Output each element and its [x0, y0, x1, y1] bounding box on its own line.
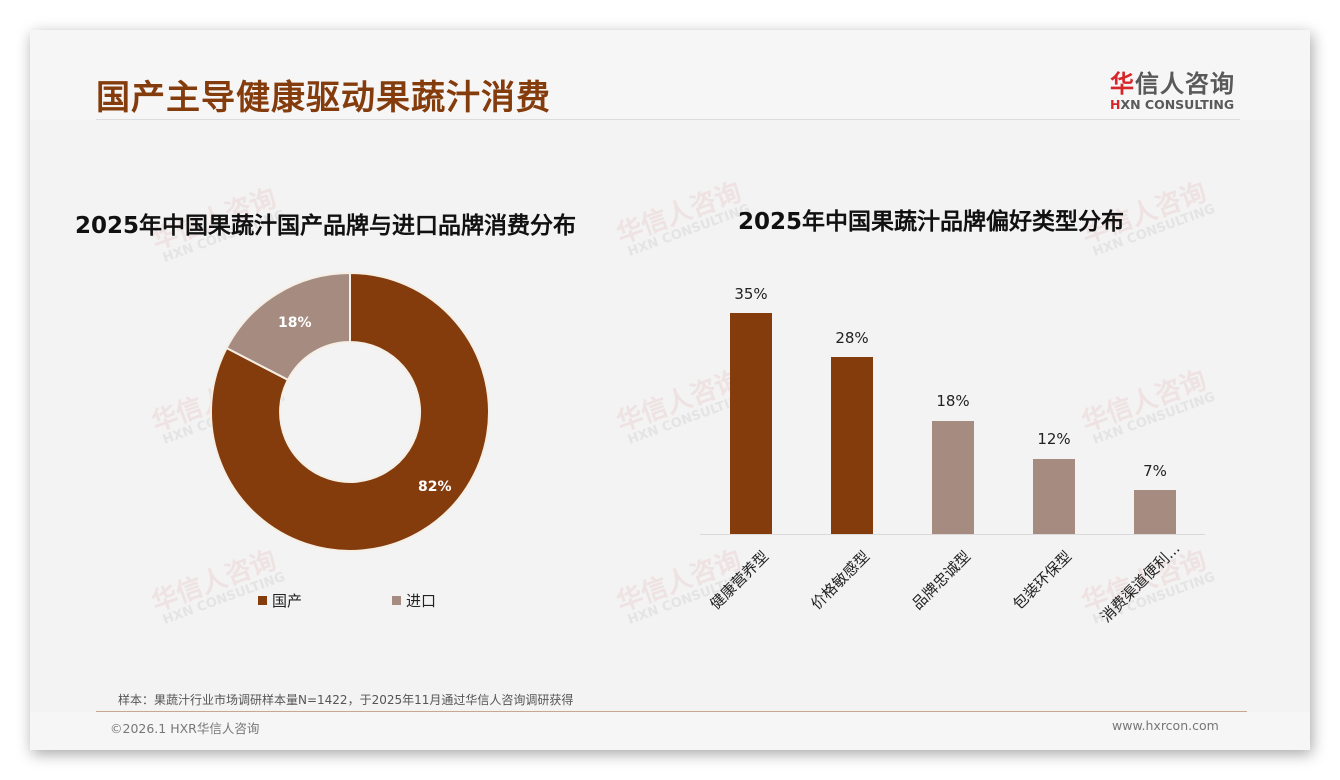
donut-chart: 82% 18%: [200, 262, 500, 562]
bar-chart-title: 2025年中国果蔬汁品牌偏好类型分布: [738, 209, 1125, 235]
bar-channel-convenience[interactable]: [1134, 490, 1176, 534]
bar-eco-packaging[interactable]: [1033, 459, 1075, 534]
legend-swatch-icon: [392, 596, 401, 605]
legend-swatch-icon: [258, 596, 267, 605]
legend-item-import[interactable]: 进口: [392, 590, 526, 611]
donut-legend: 国产 进口: [258, 590, 526, 611]
page-title: 国产主导健康驱动果蔬汁消费: [96, 78, 551, 118]
x-axis-label: 价格敏感型: [807, 547, 874, 614]
header-band: [30, 30, 1310, 120]
bar-value-label: 35%: [734, 285, 768, 303]
logo-cn: 华信人咨询: [1110, 70, 1235, 98]
legend-item-domestic[interactable]: 国产: [258, 590, 392, 611]
bar-health-nutrition[interactable]: [730, 313, 772, 534]
donut-svg: [210, 271, 490, 552]
footer-band: [30, 712, 1310, 750]
slide: 华信人咨询 HXN CONSULTING 华信人咨询 HXN CONSULTING …: [30, 30, 1310, 750]
donut-label-import: 18%: [278, 315, 312, 331]
donut-slice-domestic[interactable]: [210, 271, 490, 552]
copyright: ©2026.1 HXR华信人咨询: [110, 721, 260, 736]
title-divider: [96, 119, 1240, 120]
legend-label: 进口: [406, 592, 437, 610]
company-logo: 华信人咨询 HXN CONSULTING: [1110, 64, 1245, 112]
sample-note: 样本：果蔬汁行业市场调研样本量N=1422，于2025年11月通过华信人咨询调研…: [118, 693, 574, 707]
bar-value-label: 12%: [1037, 430, 1071, 448]
footer-divider: [96, 711, 1247, 712]
logo-en: HXN CONSULTING: [1110, 97, 1235, 112]
x-axis-line: [700, 534, 1205, 535]
donut-slice-import[interactable]: [225, 271, 351, 382]
x-axis-label: 包装环保型: [1009, 547, 1076, 614]
bar-value-label: 18%: [936, 392, 970, 410]
donut-label-domestic: 82%: [418, 479, 452, 495]
bar-value-label: 7%: [1143, 462, 1167, 480]
donut-chart-title: 2025年中国果蔬汁国产品牌与进口品牌消费分布: [75, 213, 577, 239]
bar-value-label: 28%: [835, 329, 869, 347]
bar-price-sensitive[interactable]: [831, 357, 873, 534]
x-axis-label: 品牌忠诚型: [908, 547, 975, 614]
x-axis-label: 健康营养型: [706, 547, 773, 614]
legend-label: 国产: [272, 592, 303, 610]
website-link[interactable]: www.hxrcon.com: [1112, 718, 1219, 733]
bar-brand-loyal[interactable]: [932, 421, 974, 534]
x-axis-label: 消费渠道便利...: [1096, 539, 1184, 626]
